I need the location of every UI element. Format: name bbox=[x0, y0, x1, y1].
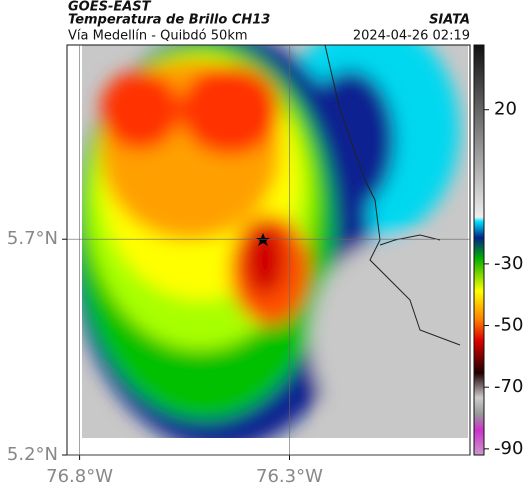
colorbar-tick-label: -50 bbox=[494, 315, 523, 336]
colorbar-tick-label: -90 bbox=[494, 438, 523, 459]
y-tick-label: 5.7°N bbox=[7, 228, 58, 249]
title: GOES-EAST bbox=[68, 0, 152, 15]
colorbar-tick-label: 20 bbox=[494, 99, 517, 120]
colorbar-tick-label: -30 bbox=[494, 253, 523, 274]
border bbox=[324, 44, 461, 346]
x-tick-label: 76.8°W bbox=[46, 466, 113, 487]
datetime: 2024-04-26 02:19 bbox=[353, 29, 470, 44]
y-tick-label: 5.2°N bbox=[7, 444, 58, 465]
route: Vía Medellín - Quibdó 50km bbox=[68, 29, 248, 44]
colorbar bbox=[473, 44, 485, 456]
x-tick-label: 76.3°W bbox=[256, 466, 323, 487]
satellite-image bbox=[82, 45, 468, 438]
colorbar-tick-label: -70 bbox=[494, 376, 523, 397]
subtitle: Temperatura de Brillo CH13 bbox=[68, 13, 270, 28]
organization: SIATA bbox=[429, 13, 470, 28]
border bbox=[379, 234, 441, 246]
